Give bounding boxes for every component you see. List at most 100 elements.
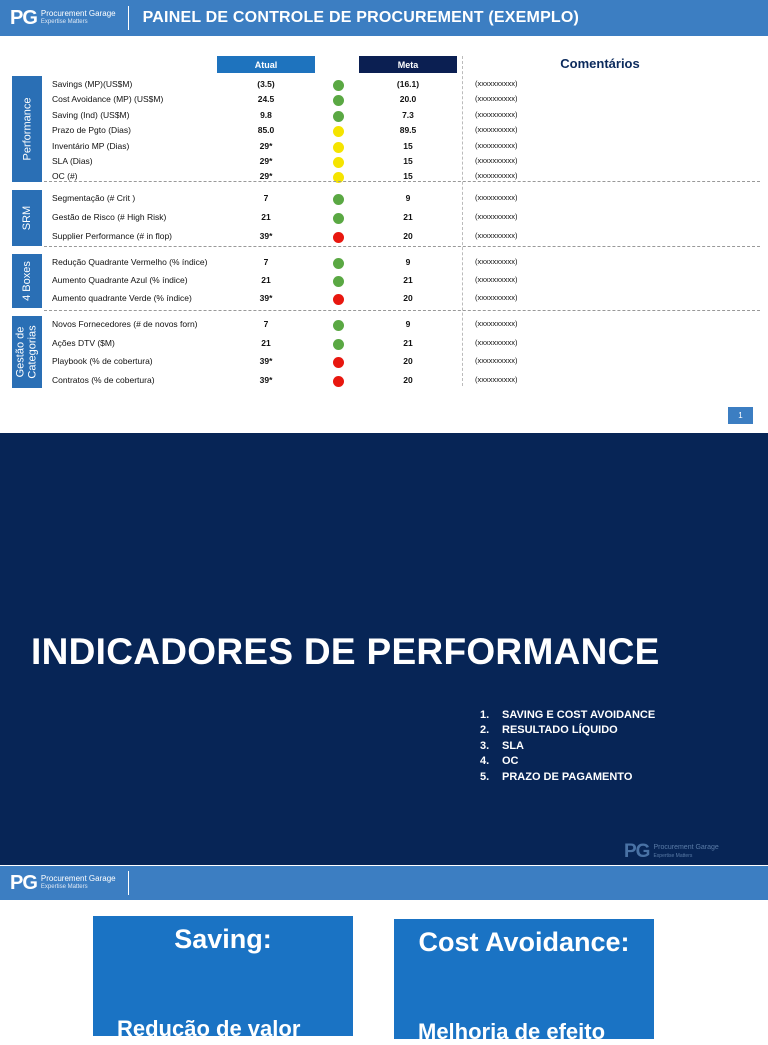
- kpi-name: Saving (Ind) (US$M): [52, 109, 130, 120]
- section-label: 4 Boxes: [12, 254, 42, 308]
- kpi-atual: 21: [261, 337, 271, 348]
- kpi-meta: 9: [405, 257, 411, 267]
- kpi-comment: (xxxxxxxxxx): [475, 79, 518, 88]
- kpi-name: Contratos (% de cobertura): [52, 374, 155, 385]
- status-indicator-red: [333, 375, 344, 387]
- kpi-atual: 29*: [259, 171, 273, 182]
- kpi-comment: (xxxxxxxxxx): [475, 374, 518, 384]
- kpi-name: Inventário MP (Dias): [52, 140, 130, 151]
- table-row: Aumento quadrante Verde (% índice) 39* 20 (…: [0, 293, 768, 307]
- pg-logo: PG Procurement Garage Expertise Matters: [10, 7, 116, 30]
- section-title: INDICADORES DE PERFORMANCE: [31, 631, 660, 672]
- kpi-atual: 39*: [259, 231, 273, 241]
- indicator-list: 1. SAVING E COST AVOIDANCE 2. RESULTADO LÍ…: [480, 709, 655, 786]
- page-number: 1: [728, 407, 753, 424]
- kpi-name: Cost Avoidance (MP) (US$M): [52, 94, 164, 105]
- kpi-comment: (xxxxxxxxxx): [475, 212, 518, 221]
- card-title: Cost Avoidance:: [418, 927, 630, 957]
- logo-line2: Expertise Matters: [40, 884, 88, 890]
- header-bar: PG Procurement Garage Expertise Matters …: [0, 0, 768, 36]
- kpi-name: Playbook (% de cobertura): [52, 356, 153, 366]
- kpi-name: Novos Fornecedores (# de novos forn): [52, 319, 198, 329]
- page-title: PAINEL DE CONTROLE DE PROCUREMENT (EXEMP…: [142, 9, 580, 26]
- table-row: Prazo de Pgto (Dias) 85.0 89.5 (xxxxxxxxxx): [0, 125, 768, 139]
- column-header-atual: Atual: [217, 56, 315, 73]
- kpi-meta: 15: [403, 171, 413, 182]
- kpi-atual: 21: [261, 275, 271, 285]
- status-indicator-green: [333, 338, 344, 350]
- kpi-comment: (xxxxxxxxxx): [475, 109, 518, 119]
- status-indicator-yellow: [333, 141, 344, 153]
- kpi-comment: (xxxxxxxxxx): [475, 319, 518, 328]
- section-divider: [44, 181, 760, 182]
- status-indicator-yellow: [333, 157, 344, 168]
- pg-logo-watermark: PG Procurement Garage Expertise Matters: [624, 841, 719, 863]
- table-row: Saving (Ind) (US$M) 9.8 7.3 (xxxxxxxxxx): [0, 110, 768, 124]
- kpi-atual: 39*: [259, 374, 273, 385]
- kpi-comment: (xxxxxxxxxx): [475, 171, 518, 181]
- status-indicator-yellow: [333, 172, 344, 184]
- card-body: Melhoria de efeito: [418, 1019, 606, 1044]
- header-separator: [127, 871, 129, 895]
- table-row: Savings (MP)(US$M) (3.5) (16.1) (xxxxxxxxxx…: [0, 79, 768, 93]
- status-indicator-red: [333, 294, 344, 305]
- table-row: SLA (Dias) 29* 15 (xxxxxxxxxx): [0, 156, 768, 170]
- column-header-meta: Meta: [359, 56, 457, 73]
- kpi-meta: 20: [403, 231, 413, 241]
- table-row: Playbook (% de cobertura) 39* 20 (xxxxxxxxx…: [0, 356, 768, 370]
- pg-logo: PG Procurement Garage Expertise Matters: [10, 872, 116, 895]
- section-label: SRM: [12, 190, 42, 246]
- logo-line1: Procurement Garage: [40, 9, 116, 18]
- definitions-slide: PG Procurement Garage Expertise Matters …: [0, 866, 768, 1044]
- kpi-atual: 85.0: [257, 125, 275, 136]
- kpi-name: Savings (MP)(US$M): [52, 79, 133, 89]
- logo-line1: Procurement Garage: [653, 844, 719, 851]
- kpi-name: Segmentação (# Crit ): [52, 193, 136, 203]
- kpi-name: Redução Quadrante Vermelho (% índice): [52, 257, 208, 267]
- status-indicator-red: [333, 357, 344, 368]
- status-indicator-green: [333, 258, 344, 269]
- kpi-meta: 21: [403, 212, 413, 222]
- kpi-meta: 20: [403, 293, 413, 303]
- logo-mark: PG: [624, 841, 650, 862]
- kpi-meta: 9: [405, 319, 411, 329]
- kpi-comment: (xxxxxxxxxx): [475, 231, 518, 240]
- kpi-name: Aumento quadrante Verde (% índice): [52, 293, 192, 303]
- card-title: Saving:: [174, 924, 272, 954]
- section-label: Performance: [12, 76, 42, 182]
- kpi-atual: 39*: [259, 356, 273, 366]
- table-row: Supplier Performance (# in flop) 39* 20 (xx…: [0, 231, 768, 245]
- table-row: Novos Fornecedores (# de novos forn) 7 9 (x…: [0, 319, 768, 333]
- kpi-comment: (xxxxxxxxxx): [475, 257, 518, 266]
- status-indicator-green: [333, 320, 344, 331]
- kpi-atual: 7: [263, 319, 269, 329]
- kpi-name: OC (#): [52, 171, 78, 182]
- logo-line2: Expertise Matters: [653, 853, 693, 859]
- kpi-atual: 39*: [259, 293, 273, 303]
- kpi-name: Prazo de Pgto (Dias): [52, 125, 131, 136]
- kpi-meta: 21: [403, 275, 413, 285]
- section-divider: [44, 310, 760, 311]
- table-row: Ações DTV ($M) 21 21 (xxxxxxxxxx): [0, 338, 768, 352]
- header-separator: [127, 6, 129, 30]
- kpi-comment: (xxxxxxxxxx): [475, 337, 518, 347]
- kpi-comment: (xxxxxxxxxx): [475, 125, 518, 135]
- kpi-comment: (xxxxxxxxxx): [475, 140, 518, 150]
- list-item: 2. RESULTADO LÍQUIDO: [480, 724, 618, 737]
- table-row: Contratos (% de cobertura) 39* 20 (xxxxxxxx…: [0, 375, 768, 389]
- table-row: Cost Avoidance (MP) (US$M) 24.5 20.0 (xxxxx…: [0, 94, 768, 108]
- status-indicator-green: [333, 80, 344, 91]
- kpi-comment: (xxxxxxxxxx): [475, 293, 518, 302]
- status-indicator-green: [333, 95, 344, 107]
- kpi-atual: 24.5: [257, 94, 275, 105]
- status-indicator-green: [333, 194, 344, 205]
- logo-line2: Expertise Matters: [40, 19, 88, 25]
- kpi-comment: (xxxxxxxxxx): [475, 94, 518, 104]
- kpi-name: SLA (Dias): [52, 156, 93, 166]
- kpi-meta: 9: [405, 193, 411, 203]
- table-row: Segmentação (# Crit ) 7 9 (xxxxxxxxxx): [0, 193, 768, 207]
- cost-avoidance-card: Cost Avoidance: Melhoria de efeito: [394, 919, 654, 1044]
- kpi-atual: 29*: [259, 156, 273, 166]
- table-row: Inventário MP (Dias) 29* 15 (xxxxxxxxxx): [0, 141, 768, 155]
- kpi-atual: 9.8: [260, 109, 272, 120]
